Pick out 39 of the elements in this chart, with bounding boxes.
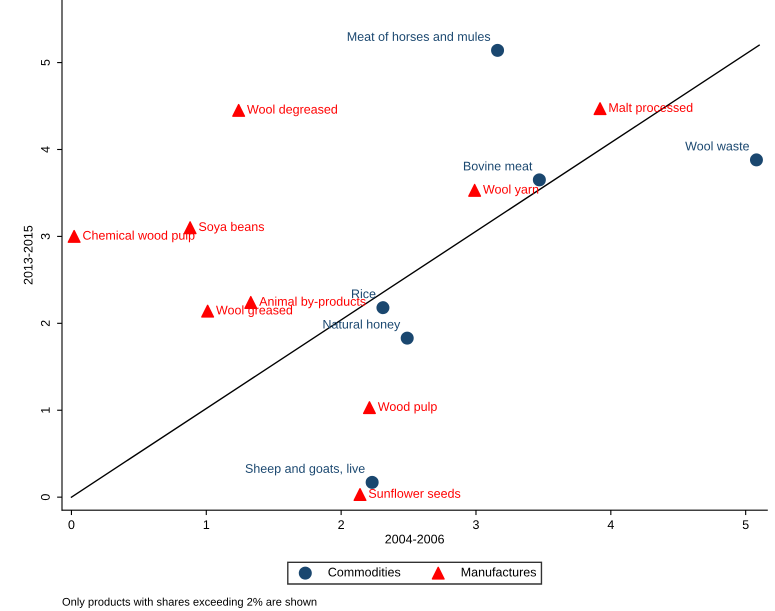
point bbox=[68, 230, 81, 243]
annotation: Wool waste bbox=[685, 141, 749, 151]
annotation: Sunflower seeds bbox=[368, 488, 460, 498]
text: Only products with shares exceeding 2% are shown bbox=[62, 598, 316, 608]
y-tick-label: 5 bbox=[41, 60, 50, 66]
annotation: Soya beans bbox=[199, 222, 264, 234]
x-tick-label: 3 bbox=[472, 520, 479, 530]
y-tick-label: 3 bbox=[40, 233, 50, 240]
point bbox=[366, 476, 379, 489]
point bbox=[376, 301, 390, 314]
point bbox=[750, 153, 763, 166]
y-tick-label: 4 bbox=[41, 146, 50, 153]
legend-label: Commodities bbox=[328, 567, 400, 577]
x-tick-label: 5 bbox=[742, 520, 749, 530]
annotation: Sheep and goats, live bbox=[246, 464, 365, 476]
y-tick-label: 2 bbox=[40, 320, 50, 326]
annotation: Meat of horses and mules bbox=[348, 32, 490, 41]
x-tick-label: 1 bbox=[204, 520, 210, 529]
x-tick-label: 0 bbox=[68, 520, 74, 530]
annotation: Rice bbox=[352, 289, 376, 298]
point bbox=[201, 304, 214, 318]
point bbox=[362, 401, 376, 414]
y-tick-label: 0 bbox=[40, 494, 50, 500]
annotation: Wool degreased bbox=[247, 104, 337, 116]
point bbox=[594, 102, 607, 116]
point bbox=[532, 173, 546, 186]
y-tick-label: 1 bbox=[41, 407, 50, 413]
legend-label: Manufactures bbox=[462, 567, 536, 577]
y-axis-title: 2013-2015 bbox=[24, 226, 33, 284]
point bbox=[400, 332, 414, 345]
x-tick-label: 4 bbox=[608, 520, 614, 529]
annotation: Wood pulp bbox=[378, 402, 437, 414]
point bbox=[354, 488, 367, 502]
x-axis-title: 2004-2006 bbox=[385, 534, 444, 544]
point bbox=[491, 44, 504, 57]
point bbox=[232, 104, 246, 117]
point bbox=[468, 184, 482, 197]
x-tick-label: 2 bbox=[338, 520, 344, 529]
annotation: Bovine meat bbox=[464, 161, 532, 170]
